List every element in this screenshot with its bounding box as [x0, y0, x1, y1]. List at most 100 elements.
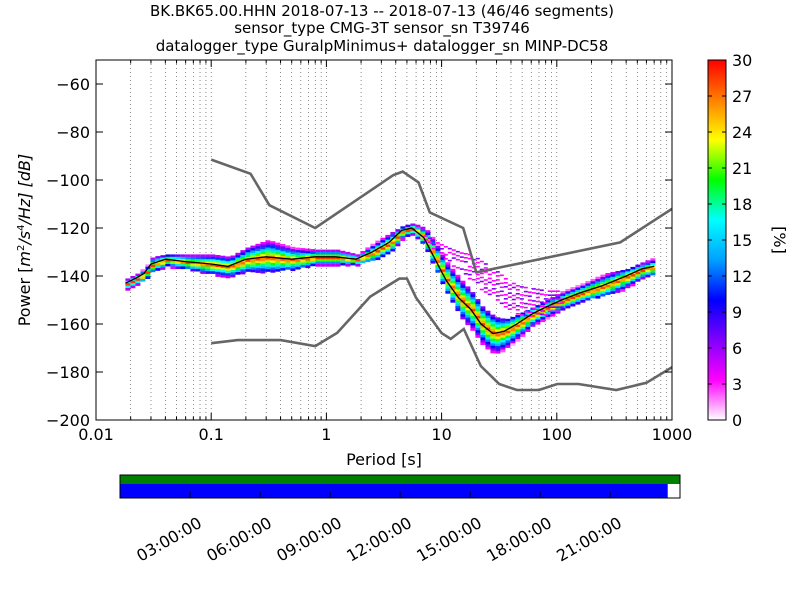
psd-cell — [230, 274, 236, 278]
psd-cell — [465, 291, 471, 294]
psd-cell — [465, 315, 471, 318]
psd-cell — [320, 256, 326, 260]
psd-cell — [605, 285, 611, 288]
psd-cell — [505, 333, 511, 336]
psd-cell — [445, 274, 451, 277]
psd-cell — [315, 254, 321, 258]
psd-outlier-cell — [495, 279, 500, 281]
psd-cell — [510, 336, 516, 339]
psd-cell — [495, 346, 501, 349]
psd-cell — [345, 254, 351, 257]
psd-cell — [165, 254, 171, 258]
psd-cell — [260, 249, 266, 252]
psd-cell — [475, 323, 481, 326]
psd-cell — [330, 261, 336, 265]
colorbar-tick-label: 0 — [732, 411, 742, 430]
psd-outlier-cell — [459, 252, 464, 254]
psd-cell — [505, 321, 511, 324]
psd-cell — [265, 240, 271, 243]
psd-cell — [265, 264, 271, 267]
psd-cell — [585, 285, 591, 289]
psd-cell — [470, 294, 476, 298]
psd-outlier-cell — [447, 251, 452, 254]
psd-cell — [180, 259, 186, 262]
psd-cell — [260, 266, 266, 269]
psd-cell — [365, 259, 371, 263]
psd-outlier-cell — [523, 286, 528, 289]
psd-cell — [295, 259, 301, 263]
psd-cell — [285, 247, 291, 251]
psd-cell — [500, 335, 506, 338]
psd-cell — [545, 314, 551, 318]
psd-cell — [480, 330, 486, 333]
psd-cell — [590, 293, 596, 296]
psd-outlier-cell — [431, 247, 436, 250]
psd-cell — [345, 259, 351, 262]
psd-cell — [465, 300, 471, 304]
psd-cell — [220, 262, 226, 266]
psd-cell — [455, 298, 461, 302]
psd-outlier-cell — [503, 302, 508, 304]
y-tick-label: −200 — [46, 411, 90, 430]
psd-cell — [305, 265, 311, 269]
psd-outlier-cell — [507, 308, 512, 310]
psd-cell — [300, 255, 306, 258]
psd-cell — [530, 324, 536, 328]
psd-cell — [340, 262, 346, 266]
psd-cell — [430, 244, 436, 247]
psd-outlier-cell — [463, 253, 468, 255]
psd-cell — [515, 331, 521, 335]
psd-cell — [320, 259, 326, 262]
psd-cell — [200, 266, 206, 270]
x-axis: 0.01 0.1 1 10 100 1000 — [78, 60, 692, 444]
psd-outlier-cell — [455, 254, 460, 257]
psd-cell — [480, 337, 486, 341]
psd-cell — [465, 322, 471, 326]
psd-outlier-cell — [479, 276, 484, 279]
psd-cell — [620, 272, 626, 276]
psd-cell — [620, 286, 626, 290]
psd-outlier-cell — [495, 275, 500, 277]
psd-cell — [145, 264, 151, 267]
psd-cell — [270, 248, 276, 252]
density-band — [125, 223, 656, 354]
psd-cell — [265, 269, 271, 272]
psd-cell — [420, 229, 426, 232]
psd-cell — [185, 261, 191, 265]
psd-cell — [190, 259, 196, 262]
psd-outlier-cell — [555, 306, 560, 308]
psd-cell — [400, 235, 406, 239]
psd-cell — [360, 253, 366, 257]
psd-cell — [460, 290, 466, 293]
psd-cell — [175, 264, 181, 267]
psd-cell — [245, 264, 251, 267]
psd-outlier-cell — [475, 265, 480, 268]
psd-cell — [375, 255, 381, 258]
psd-cell — [305, 260, 311, 264]
colorbar-tick-label: 27 — [732, 87, 752, 106]
psd-cell — [430, 260, 436, 264]
psd-cell — [295, 264, 301, 268]
psd-cell — [210, 256, 216, 260]
psd-cell — [260, 244, 266, 248]
psd-cell — [610, 279, 616, 282]
psd-cell — [570, 299, 576, 302]
psd-cell — [575, 285, 581, 288]
psd-cell — [460, 316, 466, 320]
psd-cell — [140, 274, 146, 277]
psd-cell — [485, 313, 491, 316]
psd-cell — [630, 278, 636, 282]
psd-outlier-cell — [547, 306, 552, 308]
psd-cell — [555, 298, 561, 302]
median-curve-group — [125, 227, 655, 335]
psd-cell — [610, 272, 616, 275]
psd-cell — [225, 268, 231, 272]
psd-outlier-cell — [479, 280, 484, 283]
psd-cell — [300, 250, 306, 254]
psd-cell — [420, 241, 426, 244]
psd-cell — [185, 254, 191, 258]
psd-cell — [465, 303, 471, 306]
psd-cell — [195, 268, 201, 272]
psd-outlier-cell — [523, 306, 528, 309]
psd-outlier-cell — [547, 294, 552, 296]
